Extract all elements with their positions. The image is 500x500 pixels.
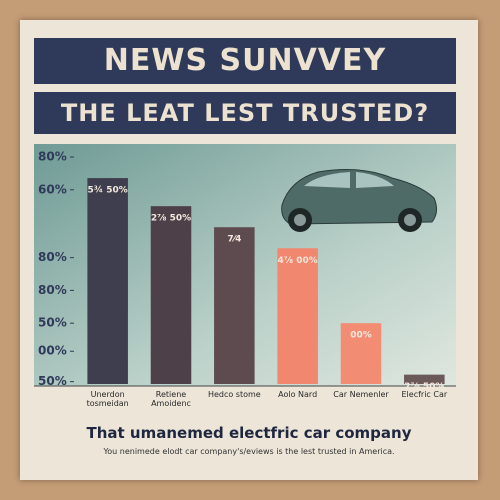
x-tick-label: Retiene Amoidenc (151, 390, 191, 408)
bar (404, 374, 445, 384)
bar-label: 7⁄4 (227, 235, 241, 245)
y-tick-label: 00% (38, 344, 67, 358)
car-illustration (281, 169, 438, 232)
y-tick-label: 50% (38, 316, 67, 330)
x-tick-label: Elecfric Car (401, 390, 448, 399)
bar (277, 248, 318, 384)
x-tick-label: Aolo Nard (278, 390, 318, 399)
bar-label: 5¾ 50% (88, 186, 128, 196)
note: You nenimede elodt car company's/eviews … (103, 447, 395, 456)
bar-label: 4⅞ 00% (278, 256, 318, 266)
footer: That umanemed electfric car company (86, 424, 412, 442)
y-tick-label: 80% (38, 250, 67, 264)
x-tick-label: Car Nemenler (333, 390, 389, 399)
y-tick-label: 60% (38, 182, 67, 196)
bar (340, 323, 382, 384)
bar (87, 178, 128, 384)
title: NEWS SUNVVEY (34, 38, 456, 84)
x-tick-label: Hedco stome (207, 390, 261, 399)
y-tick-label: 80% (38, 283, 67, 297)
y-tick-label: 50% (38, 374, 67, 388)
subtitle: THE LEAT LEST TRUSTED? (34, 92, 456, 134)
bar-label: 00% (350, 331, 372, 341)
bar (150, 206, 192, 384)
bar-label: 2⅞ 50% (151, 214, 191, 224)
x-tick-label: Unerdon tosmeidan (86, 390, 129, 408)
y-tick-label: 80% (38, 150, 67, 164)
bar-label: 2⅞ 50% (404, 382, 444, 392)
bar (214, 227, 255, 384)
